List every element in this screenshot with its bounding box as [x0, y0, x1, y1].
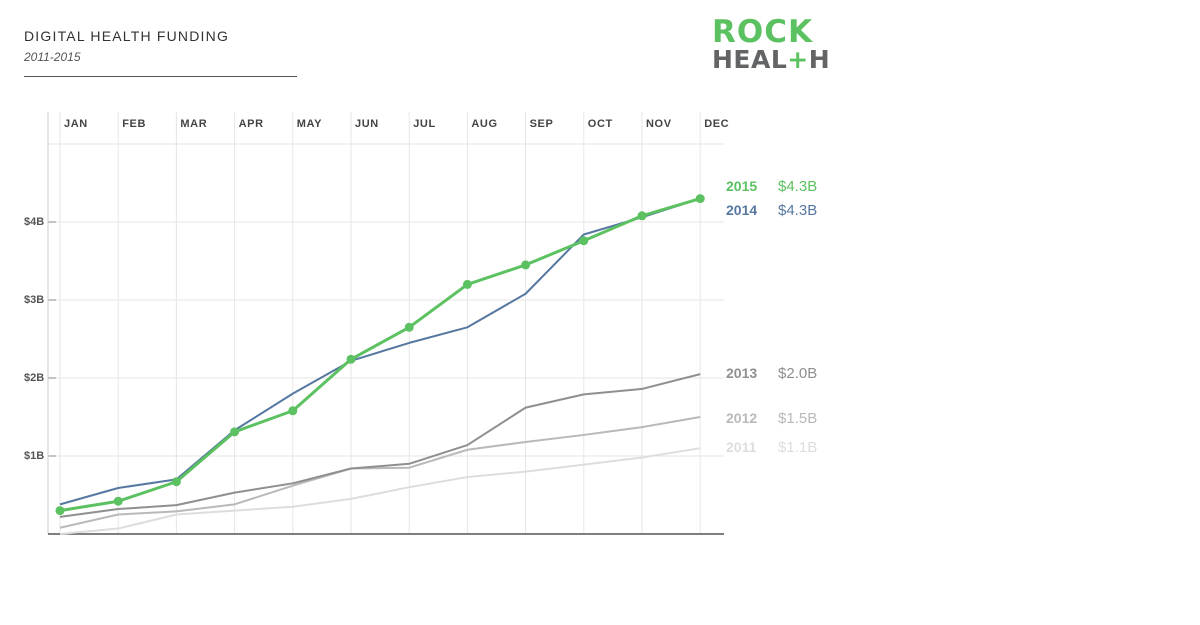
- chart-subtitle: 2011-2015: [24, 50, 81, 64]
- x-tick-label: JUL: [413, 118, 436, 130]
- data-point-2015: [462, 279, 472, 289]
- data-point-2015: [113, 496, 123, 506]
- data-point-2015: [171, 477, 181, 487]
- series-line-2012: [59, 416, 701, 529]
- legend-value-2015: $4.3B: [778, 178, 817, 195]
- x-tick-label: OCT: [588, 118, 613, 130]
- rock-health-logo: ROCK HEAL+H: [712, 14, 830, 74]
- series-line-2013: [59, 373, 701, 518]
- x-tick-label: MAY: [297, 118, 322, 130]
- x-tick-label: JUN: [355, 118, 379, 130]
- legend-value-2012: $1.5B: [778, 410, 817, 427]
- series-line-2011: [59, 447, 701, 535]
- data-point-2015: [55, 506, 65, 516]
- legend-value-2014: $4.3B: [778, 202, 817, 219]
- series-line-2014: [59, 197, 701, 506]
- data-point-2015: [695, 194, 705, 204]
- legend-year-2012: 2012: [726, 410, 757, 426]
- y-tick-label: $2B: [24, 372, 44, 384]
- logo-line-rock: ROCK: [712, 14, 813, 50]
- legend-year-2013: 2013: [726, 365, 757, 381]
- y-tick-label: $3B: [24, 294, 44, 306]
- data-point-2015: [637, 211, 647, 221]
- logo-line-health: HEAL+H: [712, 46, 830, 74]
- data-point-2015: [288, 406, 298, 416]
- data-point-2015: [404, 322, 414, 332]
- x-tick-label: JAN: [64, 118, 88, 130]
- y-tick-label: $1B: [24, 450, 44, 462]
- series-line-2015: [59, 197, 701, 513]
- data-point-2015: [521, 260, 531, 270]
- data-point-2015: [346, 354, 356, 364]
- logo-text-heal: HEAL: [712, 45, 788, 74]
- data-point-2015: [579, 236, 589, 246]
- logo-plus: +: [787, 45, 809, 74]
- x-tick-label: AUG: [471, 118, 497, 130]
- data-point-2015: [230, 427, 240, 437]
- x-tick-label: NOV: [646, 118, 672, 130]
- x-tick-label: FEB: [122, 118, 146, 130]
- legend-value-2011: $1.1B: [778, 439, 817, 456]
- y-tick-label: $4B: [24, 216, 44, 228]
- x-tick-label: APR: [239, 118, 264, 130]
- logo-text-h: H: [808, 45, 831, 74]
- chart-header: DIGITAL HEALTH FUNDING 2011-2015: [24, 28, 297, 77]
- x-tick-label: SEP: [530, 118, 554, 130]
- legend-year-2014: 2014: [726, 202, 757, 218]
- legend-year-2015: 2015: [726, 178, 757, 194]
- legend-year-2011: 2011: [726, 439, 757, 455]
- x-tick-label: MAR: [180, 118, 207, 130]
- chart-title: DIGITAL HEALTH FUNDING: [24, 28, 230, 44]
- legend-value-2013: $2.0B: [778, 365, 817, 382]
- x-tick-label: DEC: [704, 118, 729, 130]
